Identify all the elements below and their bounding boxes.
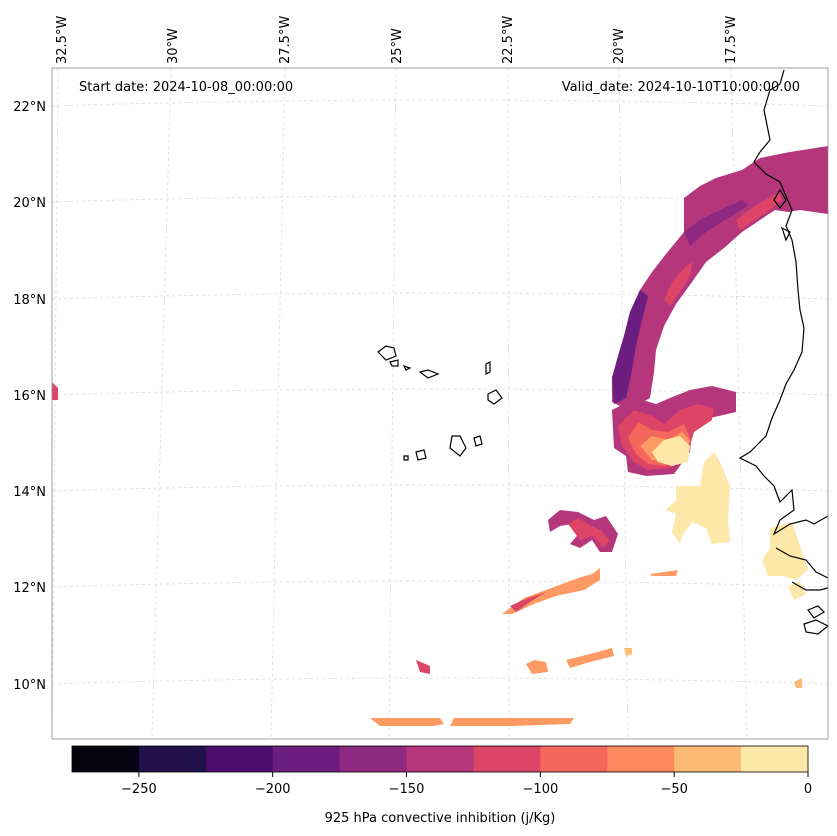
lat-label: 10°N [13,678,46,693]
cin-arc-deep [684,200,748,246]
lat-label: 18°N [13,293,46,308]
parallel-12 [51,580,829,588]
map-frame [51,67,829,740]
meridian-30 [151,67,172,740]
island-sao-nicolau [418,369,440,379]
gridlines [51,67,829,740]
colorbar-tick-label: −50 [660,782,687,797]
colorbar-swatch [205,746,274,772]
island-brava [403,455,409,461]
coast-detail-1 [773,188,787,209]
colorbar-frame [71,745,809,773]
cin-contours [52,146,828,726]
cin-arc-purple [612,290,648,404]
colorbar-swatch [138,746,207,772]
cin-streak-3b [624,648,632,656]
island-santiago [449,435,467,457]
lon-label: 17.5°W [724,16,739,64]
coast-detail-3 [807,605,825,619]
colorbar-tick-label: −250 [121,782,157,797]
start-date-annotation: Start date: 2024-10-08_00:00:00 [79,80,293,95]
longitude-labels: 32.5°W 30°W 27.5°W 25°W 22.5°W 20°W 17.5… [55,16,739,64]
meridian-27-5 [270,67,286,740]
cin-streak-1-red [510,592,546,612]
island-fogo [415,449,427,461]
cin-yellow-strip [666,452,730,544]
cin-streak-3 [566,648,614,668]
parallel-20 [51,195,829,203]
cin-dot-2 [526,660,548,674]
island-maio [473,435,483,447]
cin-arc-outer [612,146,828,410]
colorbar-swatch [473,746,541,772]
colorbar-label: 925 hPa convective inhibition (j/Kg) [325,811,556,826]
colorbar-swatch [540,746,608,772]
colorbar-swatch [339,746,408,772]
colorbar: −250 −200 −150 −100 −50 0 925 hPa convec… [71,745,812,826]
lat-label: 20°N [13,196,46,211]
colorbar-swatch [607,746,675,772]
meridian-32-5 [51,67,59,740]
meridian-17-5 [730,67,748,740]
cin-yellow-coast [762,522,808,580]
colorbar-tick-label: −100 [523,782,559,797]
cin-dot-3 [794,678,802,688]
island-santa-luzia [402,364,412,371]
lon-label: 25°W [390,28,405,64]
island-santo-antao [377,345,397,361]
parallel-22 [51,99,829,107]
parallel-16 [51,388,829,396]
lat-label: 12°N [13,581,46,596]
valid-date-annotation: Valid_date: 2024-10-10T10:00:00.00 [562,80,800,95]
colorbar-tick-label: 0 [804,782,812,797]
cin-dot-west [52,382,58,400]
cin-bottom-strip-2 [450,718,574,726]
lon-label: 30°W [166,28,181,64]
colorbar-swatch [674,746,742,772]
colorbar-swatch [272,746,341,772]
cin-dot-1 [416,660,430,674]
colorbar-tick-label: −150 [389,782,425,797]
cin-bottom-strip [370,718,444,726]
cin-arc-red-2 [664,262,692,306]
cin-streak-2 [650,570,678,576]
lon-label: 20°W [612,28,627,64]
island-boa-vista [487,389,503,405]
parallel-10 [51,677,829,685]
cin-yellow-dots [788,582,806,600]
cin-arc-red-1 [736,192,782,230]
colorbar-swatch [72,746,140,772]
cin-blob-yellow [652,436,690,466]
lat-label: 16°N [13,389,46,404]
colorbar-swatch [741,746,809,772]
meridian-20 [618,67,629,740]
colorbar-swatch [406,746,474,772]
lon-label: 32.5°W [55,16,70,64]
meridian-25 [388,67,397,740]
map-panel: Start date: 2024-10-08_00:00:00 Valid_da… [51,67,830,740]
cin-ring-inner [568,518,610,548]
lon-label: 27.5°W [278,16,293,64]
colorbar-tick-label: −200 [255,782,291,797]
island-sao-vicente [389,359,399,367]
colorbar-ticks: −250 −200 −150 −100 −50 0 [121,772,812,797]
coast-detail-4 [803,619,830,635]
parallel-18 [51,292,829,300]
africa-coast [738,69,829,591]
colorbar-swatches [72,746,809,772]
island-sal [485,361,491,375]
parallel-14 [51,484,829,492]
latitude-labels: 22°N 20°N 18°N 16°N 14°N 12°N 10°N [13,100,46,693]
lat-label: 14°N [13,485,46,500]
coastlines [377,69,830,635]
lat-label: 22°N [13,100,46,115]
coast-detail-2 [780,226,791,242]
lon-label: 22.5°W [501,16,516,64]
meridian-22-5 [507,67,510,740]
